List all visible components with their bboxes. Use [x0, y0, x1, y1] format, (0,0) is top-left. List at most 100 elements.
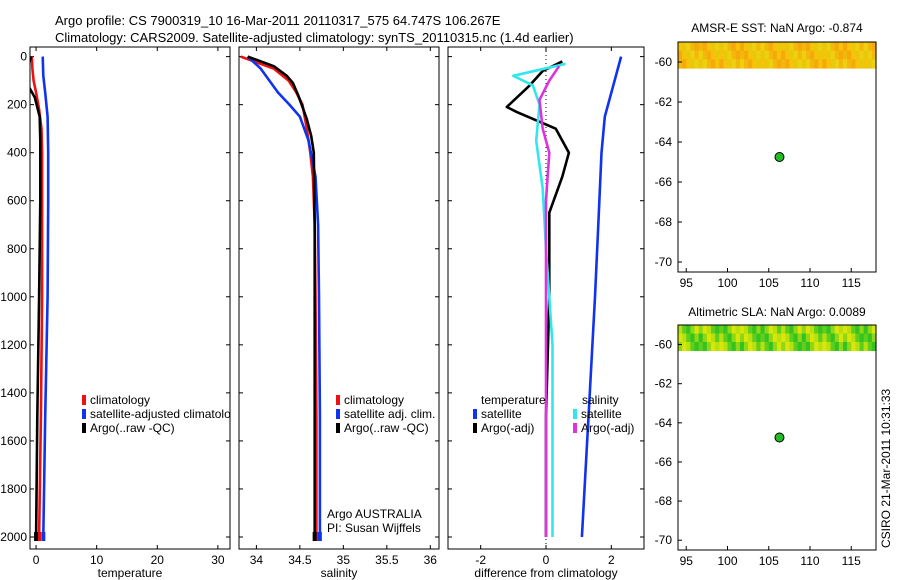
- sla_map-field-cell: [851, 341, 856, 352]
- sla_map-field-cell: [777, 333, 782, 343]
- sla_map-field-cell: [764, 325, 770, 335]
- temperature-ytick-label: 1800: [0, 482, 27, 496]
- sst_map-field-cell: [834, 42, 840, 52]
- sla_map-field-cell: [826, 333, 832, 343]
- sla_map-field-cell: [818, 325, 823, 335]
- sst_map-field-cell: [785, 59, 790, 69]
- sst_map-field-cell: [678, 50, 683, 60]
- sla_map-field-cell: [855, 341, 861, 352]
- sst_map-field-cell: [772, 42, 778, 52]
- difference-series-salinity-argo-adj-: [538, 65, 561, 537]
- sla_map-field-cell: [826, 325, 832, 335]
- sst_map-field-cell: [760, 50, 766, 60]
- sst_map-field-cell: [805, 42, 811, 52]
- temperature-ytick-label: 200: [7, 98, 27, 112]
- sst_map-field-cell: [781, 42, 786, 52]
- sla_map-field-cell: [871, 341, 877, 352]
- sla_map-field-cell: [801, 325, 807, 335]
- sla_map-field-cell: [847, 341, 852, 352]
- sst_map-field-cell: [706, 42, 712, 52]
- difference-series-temperature-argo-adj-: [505, 60, 571, 537]
- sla_map-field-cell: [789, 325, 795, 335]
- sst_map-field-cell: [777, 42, 782, 52]
- sla_map-field-cell: [719, 325, 724, 335]
- difference-legend-label: Argo(-adj): [481, 421, 534, 435]
- sla_map-field-cell: [785, 333, 790, 343]
- temperature-ytick-label: 600: [7, 194, 27, 208]
- temperature-series-group: [30, 56, 50, 541]
- sst_map-field-cell: [810, 50, 815, 60]
- sst_map-field-cell: [847, 50, 852, 60]
- sla_map-field-cell: [686, 341, 691, 352]
- sla_map-field-cell: [739, 333, 745, 343]
- sla_map-field-cell: [739, 341, 745, 352]
- sst_map-field-cell: [818, 50, 823, 60]
- sla_map-field-cell: [781, 341, 786, 352]
- sla_map-field-cell: [694, 333, 700, 343]
- temperature-legend-label: climatology: [90, 393, 150, 407]
- sla_map-field-cell: [847, 325, 852, 335]
- sst_map-field-cell: [756, 42, 762, 52]
- temperature-ytick-label: 1400: [0, 386, 27, 400]
- salinity-profile-panel: 34 34.5 35 35.5 36 salinity climatologysatelli…: [238, 46, 440, 580]
- sst_map-field-cell: [781, 59, 786, 69]
- sla_map-field-cell: [851, 325, 856, 335]
- sla_map-map-frame: [677, 324, 877, 551]
- sst_map-field-cell: [871, 42, 877, 52]
- sst_map-field-cell: [851, 50, 856, 60]
- salinity-legend-label: climatology: [344, 393, 404, 407]
- difference-legend-swatch: [473, 409, 477, 419]
- sla_map-field-cell: [711, 341, 716, 352]
- sla_map-field-cell: [694, 325, 700, 335]
- sst_map-field-cell: [727, 50, 733, 60]
- sla_map-field-cell: [719, 333, 724, 343]
- sst_map-field-cell: [851, 59, 856, 69]
- sst_map-field-cell: [756, 59, 762, 69]
- sst_map-field-cell: [826, 42, 832, 52]
- sst_map-field-cell: [789, 42, 795, 52]
- sst_map-field-cell: [711, 59, 716, 69]
- sst_map-field-cell: [797, 59, 803, 69]
- sst_map-map-frame: [677, 41, 877, 273]
- sla_map-field-cell: [702, 333, 708, 343]
- salinity-legend-label: Argo(..raw -QC): [344, 421, 429, 435]
- sla_map-field-cell: [678, 325, 683, 335]
- salinity-legend-swatch: [336, 423, 340, 433]
- difference-legend-title-salinity: salinity: [582, 393, 619, 407]
- difference-series-group: [505, 56, 623, 538]
- sla_map-ytick-label: -68: [655, 494, 673, 508]
- sst_map-field-cell: [735, 42, 741, 52]
- sla_map-field-cell: [748, 333, 753, 343]
- sla_map-field-cell: [690, 341, 696, 352]
- sla_map-field-cell: [690, 325, 696, 335]
- sla_map-field-cell: [739, 325, 745, 335]
- salinity-xtick-label: 36: [424, 553, 438, 567]
- sst_map-xtick-label: 105: [759, 276, 779, 290]
- credit-stamp: CSIRO 21-Mar-2011 10:31:33: [879, 388, 893, 548]
- temperature-series-end-marker: [37, 531, 42, 541]
- temperature-ytick-label: 2000: [0, 530, 27, 544]
- sst_map-field-cell: [739, 42, 745, 52]
- sla_map-field-cell: [744, 325, 749, 335]
- sla_map-field-cell: [818, 341, 823, 352]
- salinity-series-group: [240, 55, 322, 541]
- temperature-xtick-label: 30: [211, 553, 225, 567]
- difference-series-temperature-satellite: [580, 56, 623, 538]
- sla_map-ytick-label: -70: [655, 533, 673, 547]
- sla_map-field-cell: [711, 333, 716, 343]
- sst_map-field-cell: [748, 42, 753, 52]
- sst_map-field-cell: [781, 50, 786, 60]
- temperature-legend-label: Argo(..raw -QC): [90, 421, 175, 435]
- sla_map-field-cell: [772, 341, 778, 352]
- sla_map-field-cell: [727, 325, 733, 335]
- sla_map-field-cell: [731, 341, 737, 352]
- sst_map-field-cell: [805, 50, 811, 60]
- sst_map-field-cell: [797, 42, 803, 52]
- sst_map-field-cell: [830, 59, 836, 69]
- sla_map-field-cell: [682, 333, 687, 343]
- temperature-ytick-label: 0: [20, 50, 27, 64]
- sst_map-ytick-label: -64: [655, 135, 673, 149]
- sla_map-field-cell: [686, 333, 691, 343]
- sst_map-field-cell: [686, 50, 691, 60]
